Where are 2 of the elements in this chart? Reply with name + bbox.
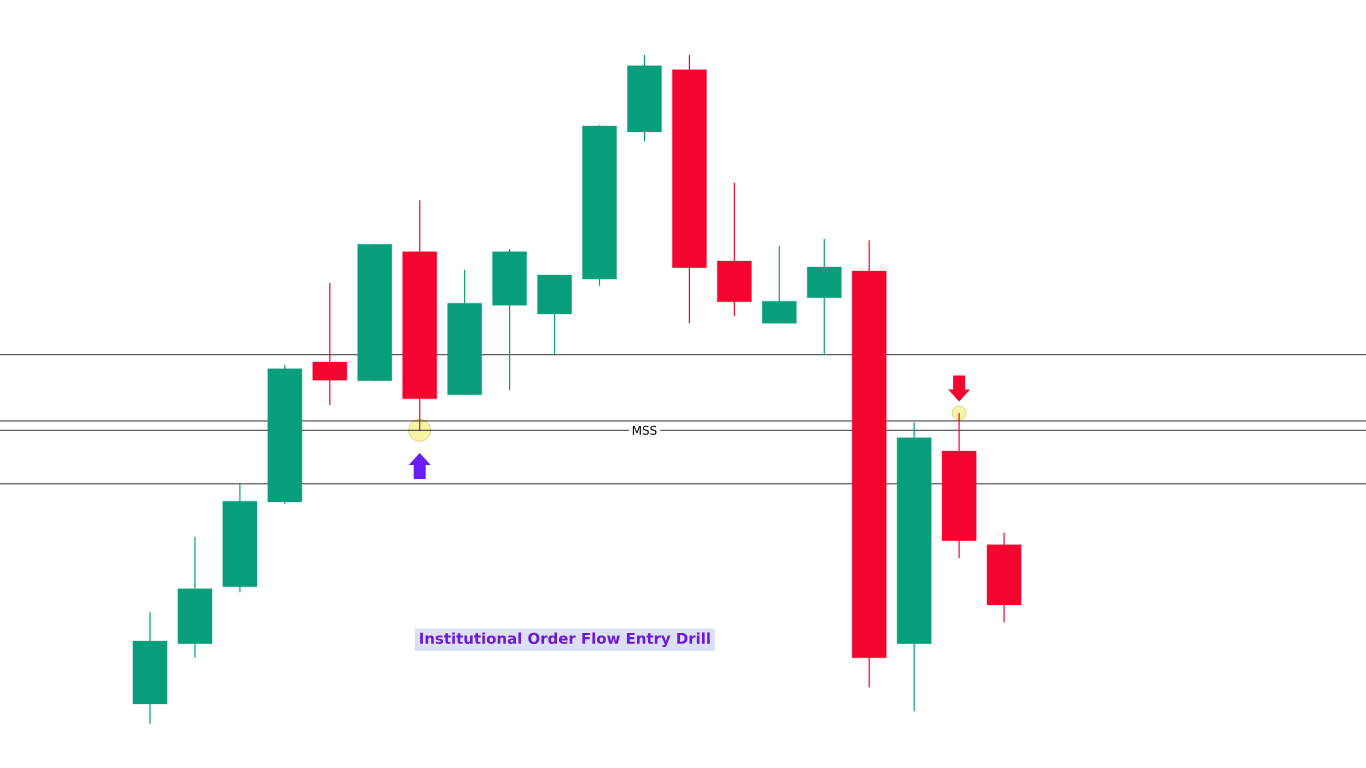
ref-line-label: MSS <box>632 425 657 435</box>
annotation: Institutional Order Flow Entry Drill <box>420 632 710 647</box>
